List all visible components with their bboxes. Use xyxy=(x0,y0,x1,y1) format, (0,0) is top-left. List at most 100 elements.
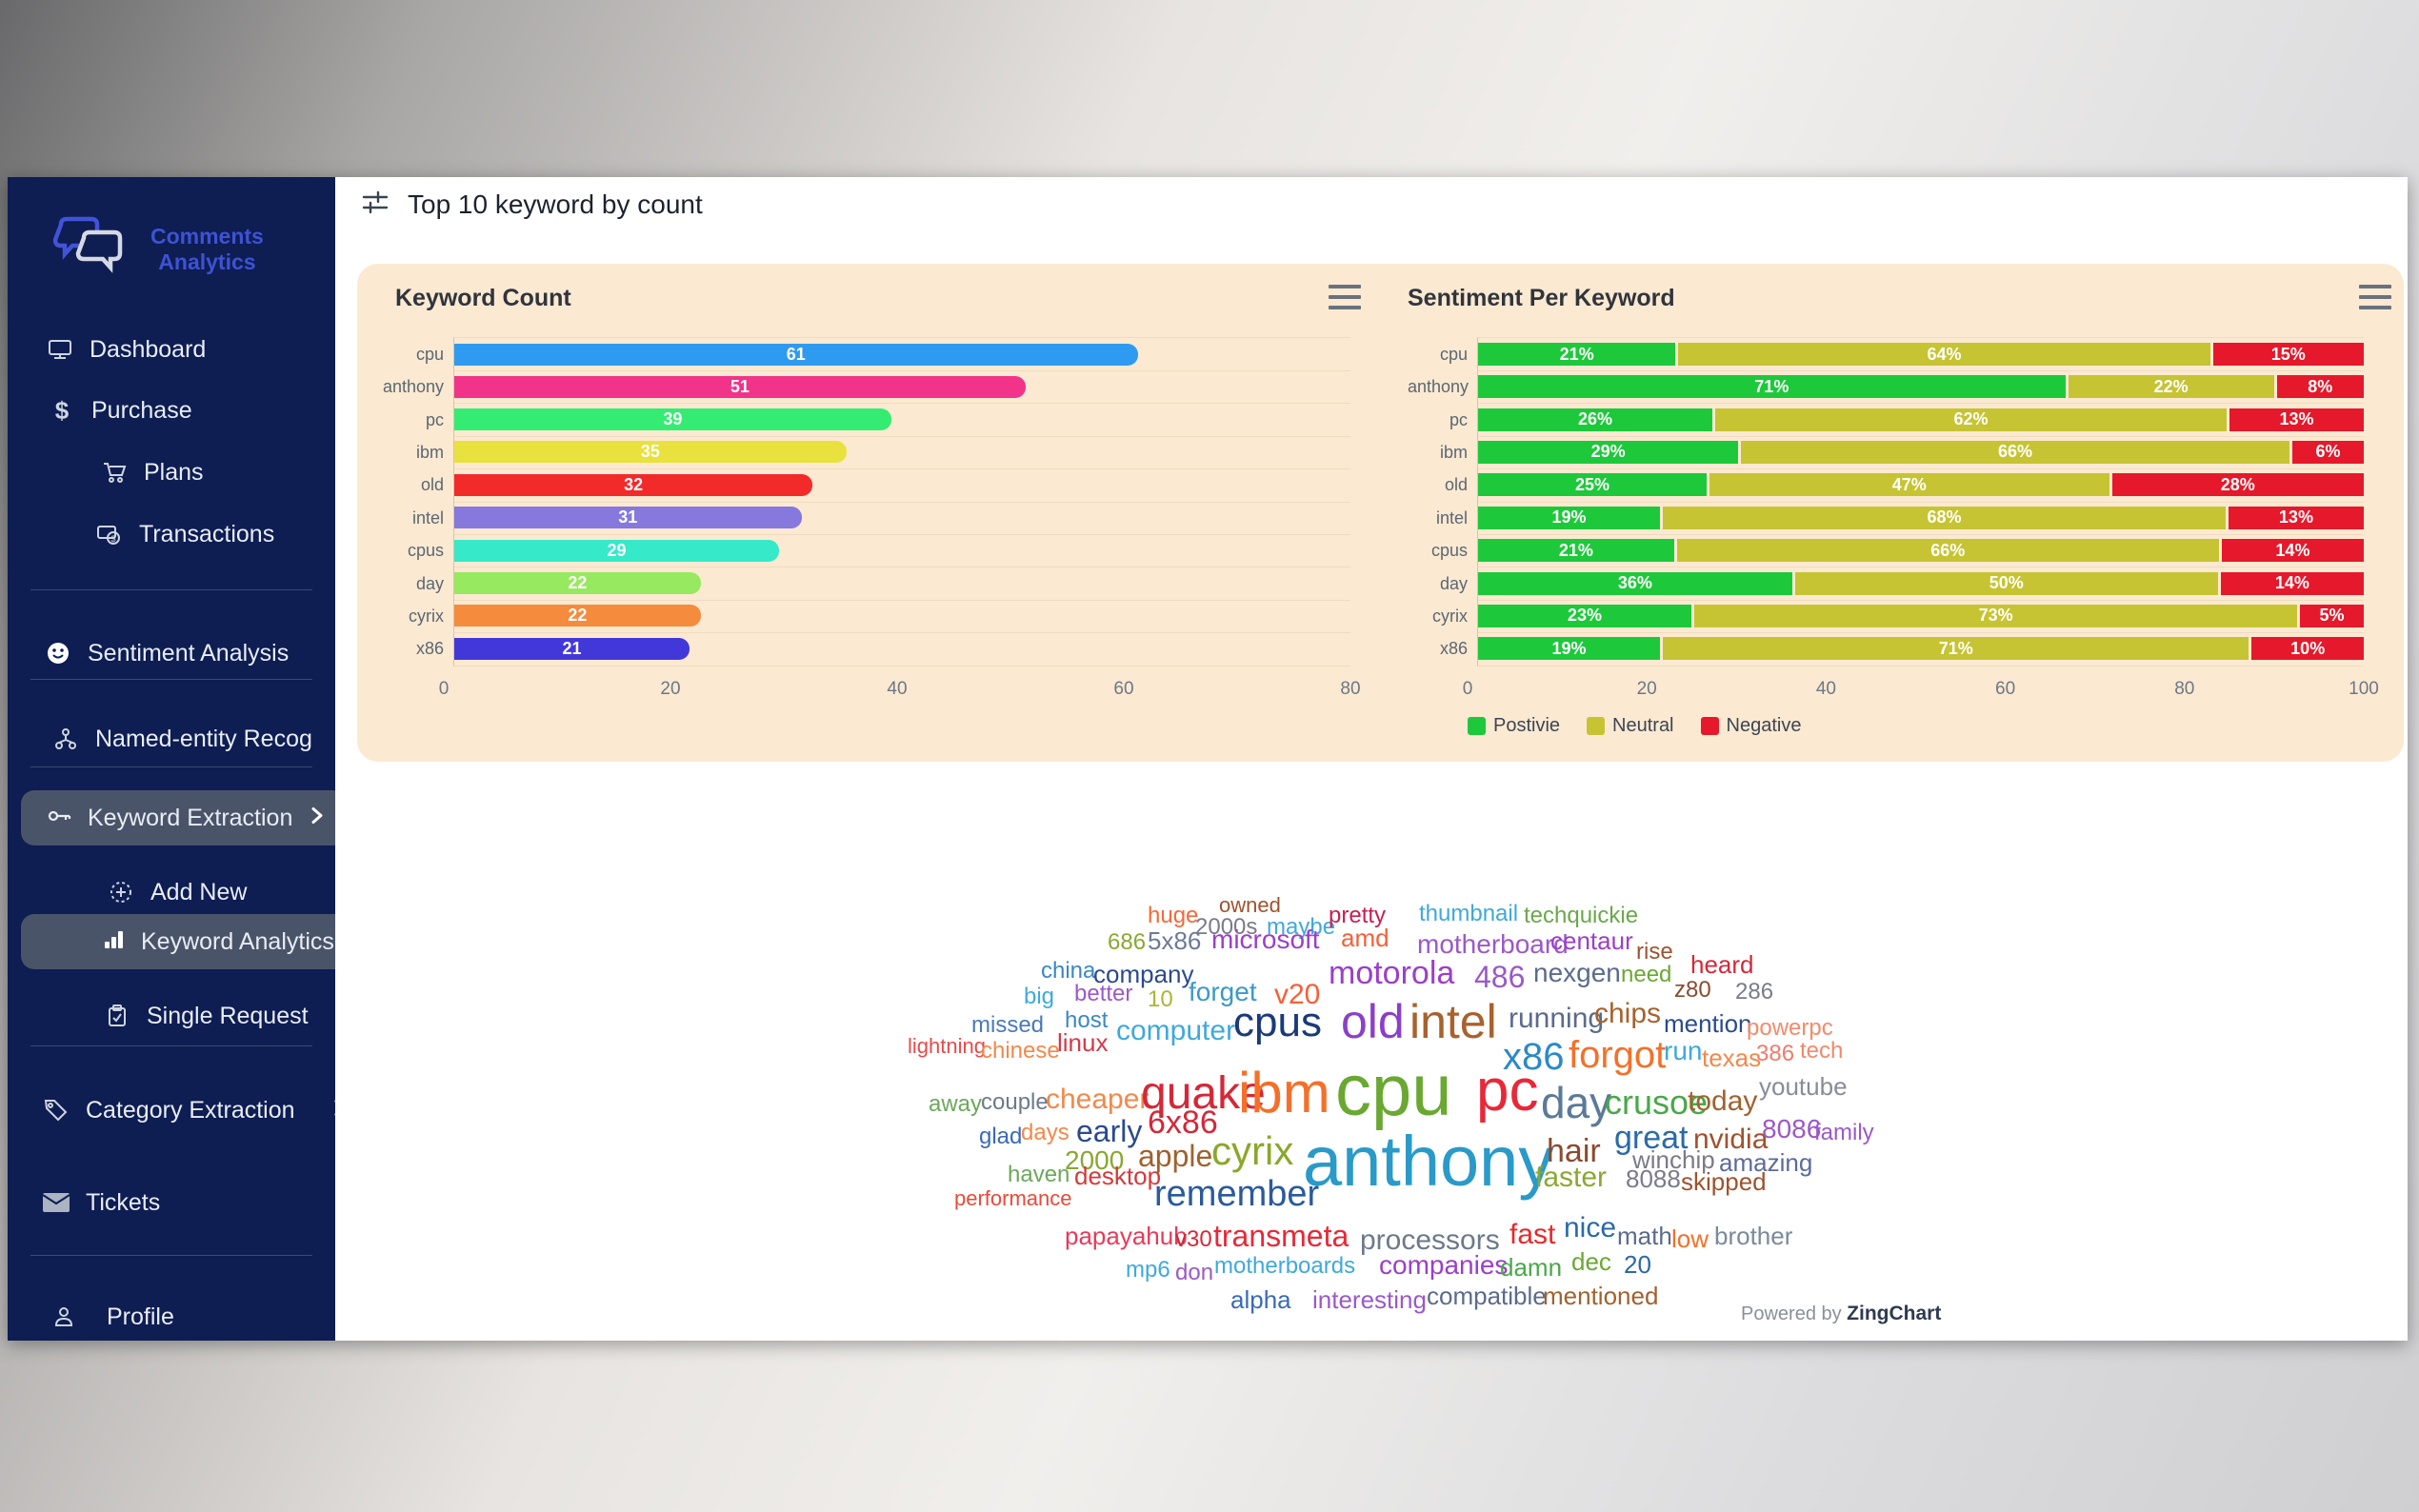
cloud-word[interactable]: 2000 xyxy=(1065,1145,1125,1175)
cloud-word[interactable]: missed xyxy=(971,1012,1045,1038)
stacked-bar[interactable]: 19% 71% 10% xyxy=(1478,637,2364,661)
cloud-word[interactable]: better xyxy=(1074,981,1133,1006)
cloud-word[interactable]: mention xyxy=(1664,1009,1752,1038)
chart-menu-icon[interactable] xyxy=(1329,285,1361,309)
cloud-word[interactable]: apple xyxy=(1138,1139,1213,1173)
cloud-word[interactable]: today xyxy=(1688,1085,1758,1117)
stacked-bar[interactable]: 21% 66% 14% xyxy=(1478,539,2364,563)
cloud-word[interactable]: intel xyxy=(1409,995,1497,1048)
bar[interactable]: 61 xyxy=(454,343,1138,366)
bar[interactable]: 29 xyxy=(454,539,780,562)
cloud-word[interactable]: chinese xyxy=(981,1038,1060,1064)
cloud-word[interactable]: texas xyxy=(1702,1044,1762,1072)
stacked-bar[interactable]: 25% 47% 28% xyxy=(1478,473,2364,497)
cloud-word[interactable]: youtube xyxy=(1759,1072,1848,1101)
cloud-word[interactable]: ibm xyxy=(1238,1061,1330,1124)
cloud-word[interactable]: host xyxy=(1065,1007,1109,1033)
legend-item[interactable]: Postivie xyxy=(1468,715,1560,737)
cloud-word[interactable]: brother xyxy=(1714,1222,1793,1250)
cloud-word[interactable]: cheaper xyxy=(1046,1084,1150,1115)
bar[interactable]: 22 xyxy=(454,572,701,595)
bar[interactable]: 31 xyxy=(454,507,802,529)
cloud-word[interactable]: company xyxy=(1093,960,1194,988)
cloud-word[interactable]: performance xyxy=(954,1186,1072,1210)
cloud-word[interactable]: centaur xyxy=(1550,926,1633,955)
cloud-word[interactable]: x86 xyxy=(1503,1036,1565,1078)
sidebar-item-named-entity[interactable]: Named-entity Recog xyxy=(8,718,379,760)
cloud-word[interactable]: cpus xyxy=(1233,999,1322,1045)
cloud-word[interactable]: tech xyxy=(1800,1038,1844,1064)
stacked-bar[interactable]: 19% 68% 13% xyxy=(1478,506,2364,529)
sidebar-item-profile[interactable]: Profile xyxy=(8,1296,377,1338)
cloud-word[interactable]: anthony xyxy=(1303,1122,1554,1201)
cloud-word[interactable]: pretty xyxy=(1329,903,1387,928)
cloud-word[interactable]: amazing xyxy=(1719,1148,1813,1177)
legend-item[interactable]: Neutral xyxy=(1587,715,1674,737)
legend-item[interactable]: Negative xyxy=(1700,715,1801,737)
cloud-word[interactable]: interesting xyxy=(1312,1285,1427,1314)
cloud-word[interactable]: fast xyxy=(1509,1219,1556,1250)
cloud-word[interactable]: linux xyxy=(1057,1028,1109,1057)
cloud-word[interactable]: v20 xyxy=(1274,979,1321,1010)
cloud-word[interactable]: desktop xyxy=(1074,1162,1162,1190)
cloud-word[interactable]: early xyxy=(1076,1114,1143,1148)
cloud-word[interactable]: chips xyxy=(1594,998,1662,1029)
stacked-bar[interactable]: 29% 66% 6% xyxy=(1478,440,2364,464)
cloud-word[interactable]: techquickie xyxy=(1524,903,1639,928)
cloud-word[interactable]: motherboards xyxy=(1214,1253,1356,1279)
cloud-word[interactable]: alpha xyxy=(1230,1285,1291,1314)
cloud-word[interactable]: rise xyxy=(1636,939,1673,965)
cloud-word[interactable]: 20 xyxy=(1624,1250,1651,1279)
cloud-word[interactable]: forget xyxy=(1189,977,1257,1006)
cloud-word[interactable]: hair xyxy=(1547,1133,1601,1169)
cloud-word[interactable]: motorola xyxy=(1329,955,1455,991)
cloud-word[interactable]: 686 xyxy=(1108,929,1147,955)
cloud-word[interactable]: china xyxy=(1041,958,1096,984)
sidebar-item-dashboard[interactable]: Dashboard xyxy=(8,328,373,370)
cloud-word[interactable]: processors xyxy=(1360,1224,1500,1256)
sidebar-item-tickets[interactable]: Tickets xyxy=(8,1182,370,1224)
sidebar-item-add-new[interactable]: Add New xyxy=(8,871,434,913)
stacked-bar[interactable]: 71% 22% 8% xyxy=(1478,375,2364,399)
cloud-word[interactable]: computer xyxy=(1116,1015,1236,1046)
cloud-word[interactable]: microsoft xyxy=(1211,925,1320,954)
cloud-word[interactable]: powerpc xyxy=(1747,1015,1833,1041)
stacked-bar[interactable]: 36% 50% 14% xyxy=(1478,571,2364,595)
powered-by-zingchart[interactable]: Powered by ZingChart xyxy=(1741,1303,1942,1324)
cloud-word[interactable]: nexgen xyxy=(1533,958,1621,987)
cloud-word[interactable]: cpu xyxy=(1335,1050,1452,1131)
cloud-word[interactable]: big xyxy=(1024,984,1055,1009)
cloud-word[interactable]: z80 xyxy=(1674,977,1711,1003)
stacked-bar[interactable]: 26% 62% 13% xyxy=(1478,408,2364,431)
cloud-word[interactable]: 6x86 xyxy=(1148,1104,1218,1141)
cloud-word[interactable]: 8086 xyxy=(1762,1114,1822,1144)
cloud-word[interactable]: skipped xyxy=(1681,1167,1767,1196)
sidebar-item-category-extraction[interactable]: Category Extraction xyxy=(8,1089,370,1131)
cloud-word[interactable]: days xyxy=(1021,1120,1070,1145)
cloud-word[interactable]: cyrix xyxy=(1211,1128,1294,1173)
stacked-bar[interactable]: 21% 64% 15% xyxy=(1478,343,2365,367)
cloud-word[interactable]: companies xyxy=(1379,1250,1509,1280)
bar[interactable]: 35 xyxy=(454,441,847,464)
cloud-word[interactable]: papayahub xyxy=(1065,1222,1188,1250)
cloud-word[interactable]: maybe xyxy=(1267,914,1336,940)
cloud-word[interactable]: lightning xyxy=(908,1034,986,1058)
cloud-word[interactable]: nvidia xyxy=(1693,1124,1769,1155)
cloud-word[interactable]: 2000s xyxy=(1195,914,1258,940)
cloud-word[interactable]: running xyxy=(1509,1003,1605,1034)
cloud-word[interactable]: remember xyxy=(1154,1174,1320,1214)
cloud-word[interactable]: amd xyxy=(1341,924,1389,952)
cloud-word[interactable]: motherboard xyxy=(1417,929,1569,959)
cloud-word[interactable]: great xyxy=(1614,1120,1689,1156)
cloud-word[interactable]: 5x86 xyxy=(1148,926,1202,955)
cloud-word[interactable]: haven xyxy=(1008,1162,1070,1187)
cloud-word[interactable]: low xyxy=(1671,1224,1709,1253)
cloud-word[interactable]: 286 xyxy=(1735,979,1774,1005)
cloud-word[interactable]: 386 xyxy=(1756,1041,1795,1066)
cloud-word[interactable]: crusoe xyxy=(1605,1083,1709,1122)
cloud-word[interactable]: run xyxy=(1664,1036,1703,1065)
cloud-word[interactable]: huge xyxy=(1148,903,1199,928)
bar[interactable]: 39 xyxy=(454,408,891,431)
cloud-word[interactable]: faster xyxy=(1535,1162,1608,1193)
cloud-word[interactable]: glad xyxy=(979,1124,1023,1149)
